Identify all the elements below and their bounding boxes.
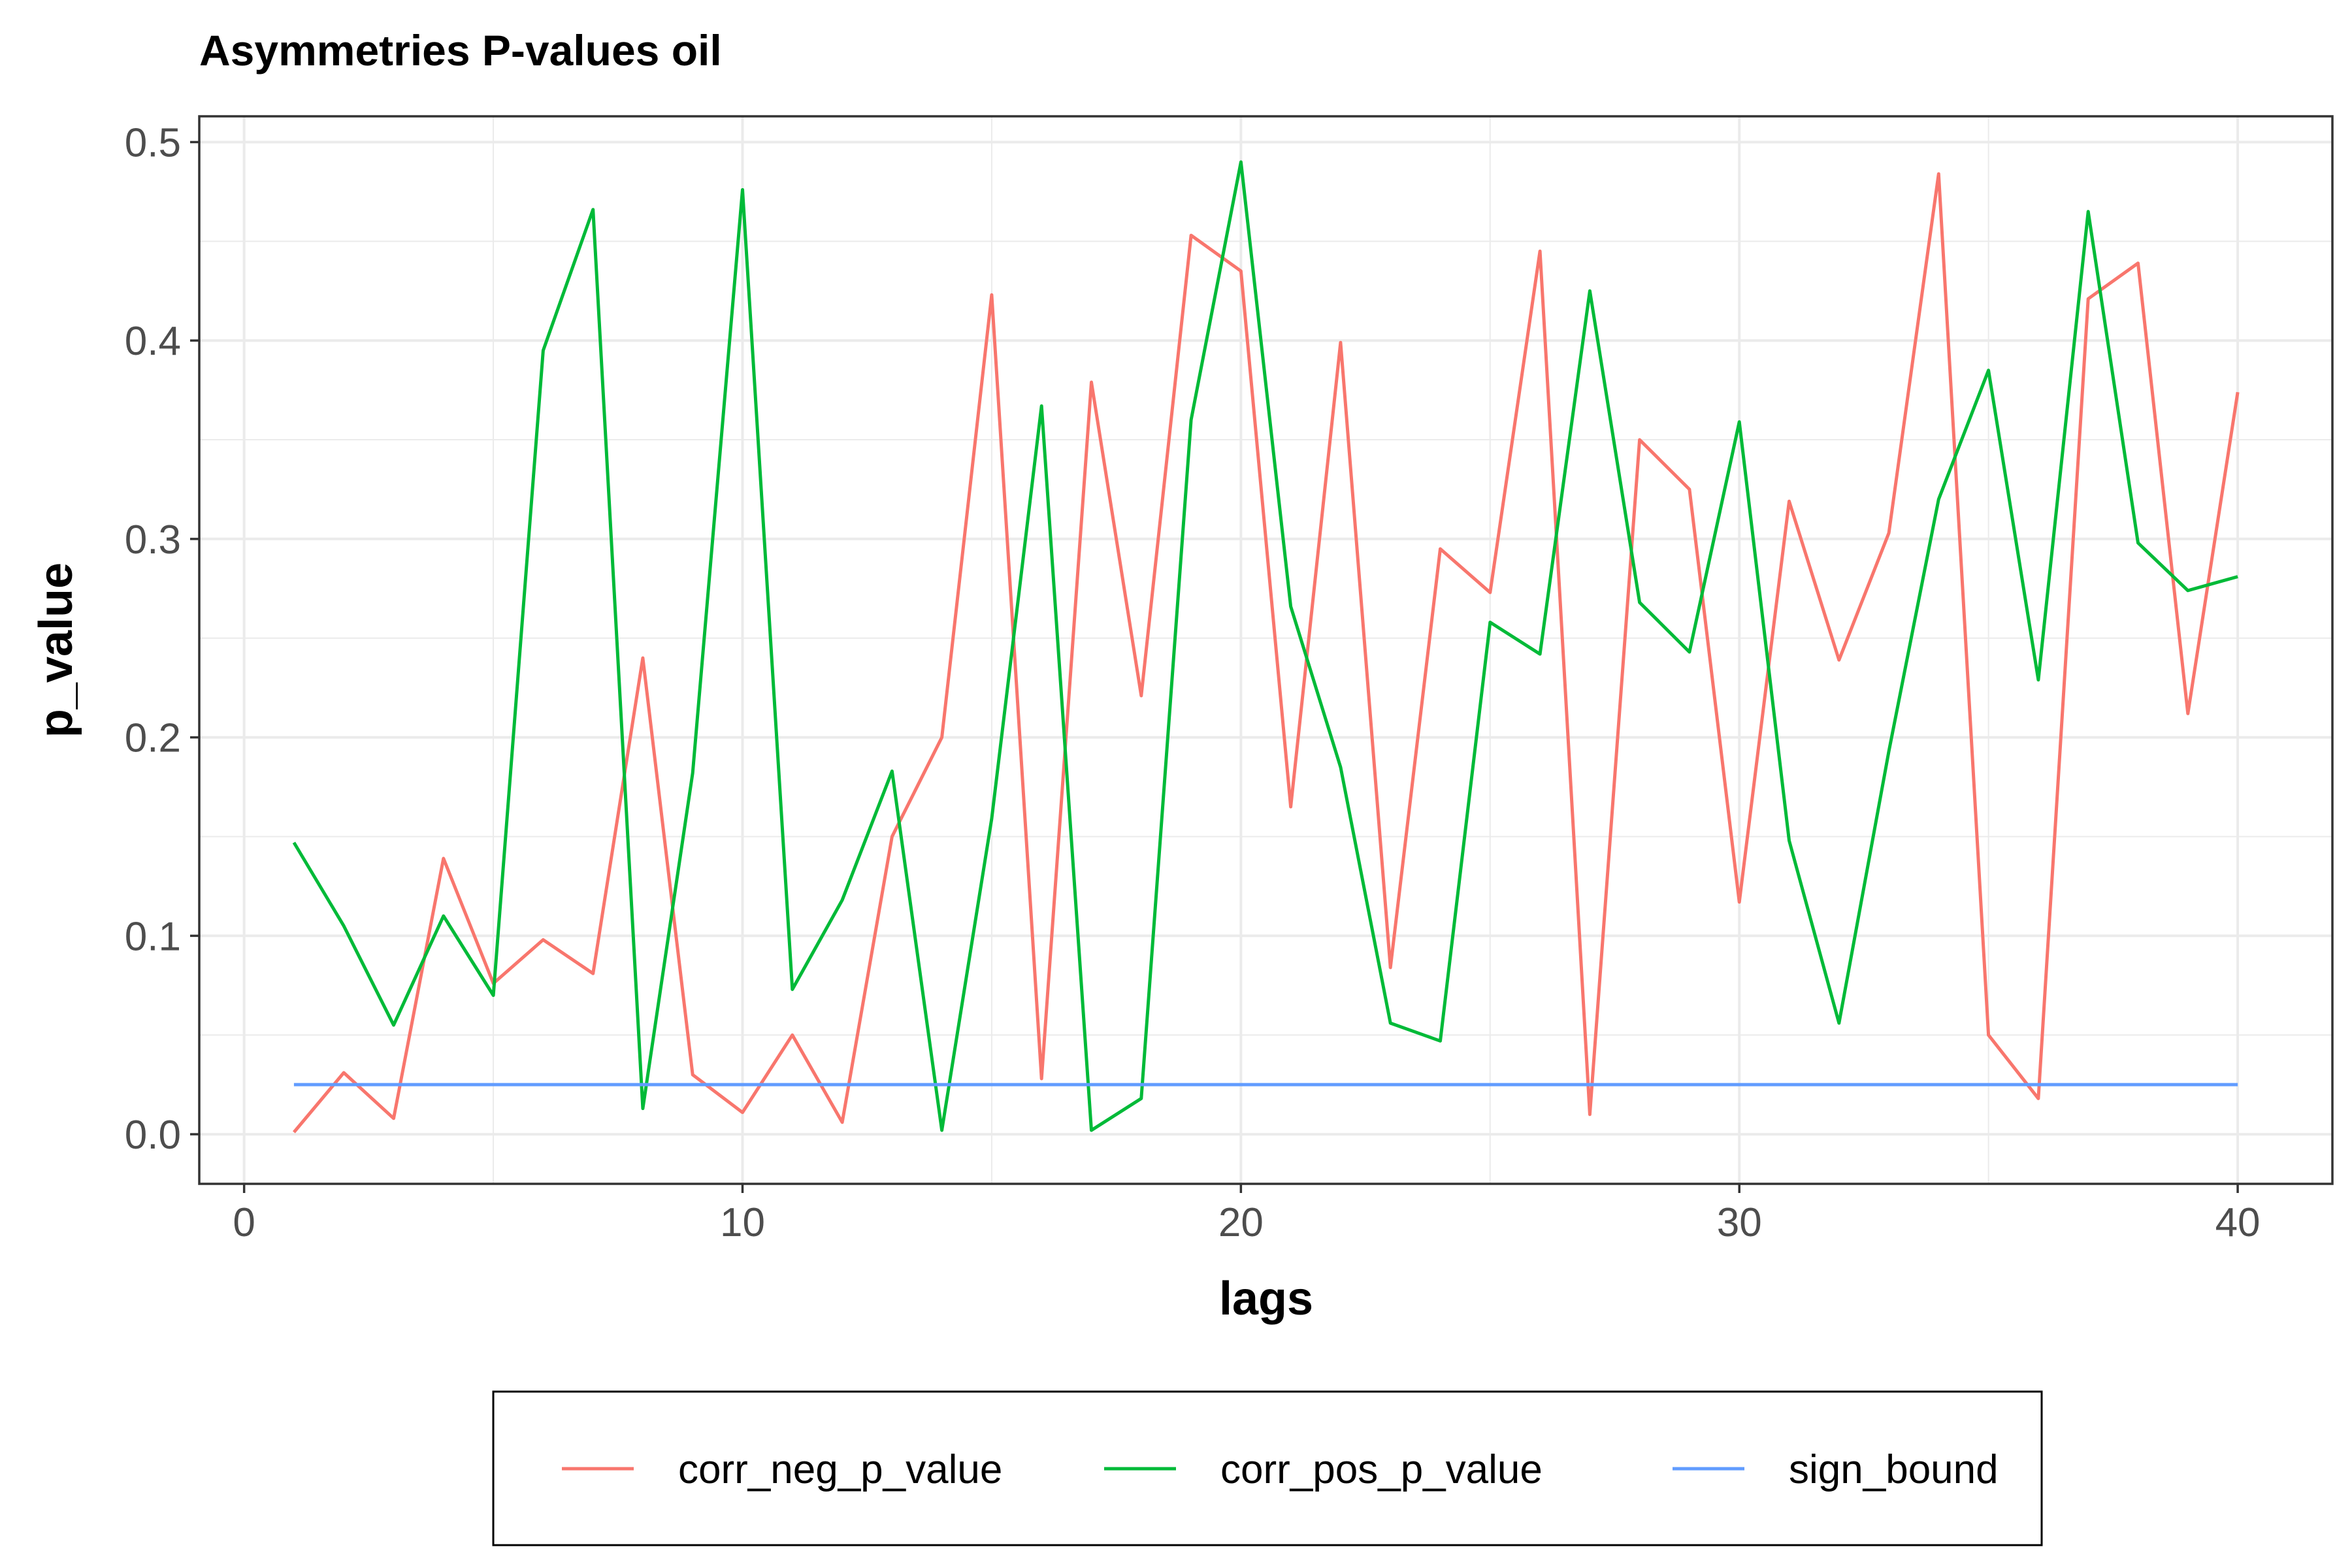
series-line-corr_neg_p_value	[292, 172, 2240, 1134]
series-layer	[292, 160, 2240, 1134]
x-tick-label: 20	[1218, 1200, 1264, 1245]
y-tick-label: 0.2	[125, 716, 181, 761]
legend-items: corr_neg_p_value corr_pos_p_value sign_bou…	[562, 1447, 1999, 1492]
grid-minor	[199, 116, 2332, 1184]
legend-label-corr_pos_p_value: corr_pos_p_value	[1220, 1447, 1543, 1492]
x-tick-label: 30	[1717, 1200, 1762, 1245]
chart-title: Asymmetries P-values oil	[199, 26, 722, 74]
x-tick-label: 40	[2215, 1200, 2261, 1245]
y-tick-label: 0.1	[125, 914, 181, 959]
y-tick-label: 0.0	[125, 1113, 181, 1158]
legend-label-corr_neg_p_value: corr_neg_p_value	[678, 1447, 1002, 1492]
y-tick-label: 0.4	[125, 319, 181, 364]
y-tick-label: 0.5	[125, 120, 181, 165]
legend-box	[492, 1390, 2043, 1546]
y-axis: 0.0 0.1 0.2 0.3 0.4 0.5	[125, 120, 199, 1158]
series-line-corr_pos_p_value	[292, 160, 2238, 1132]
x-tick-label: 10	[720, 1200, 765, 1245]
legend: corr_neg_p_value corr_pos_p_value sign_bou…	[492, 1390, 2043, 1546]
y-axis-title: p_value	[30, 563, 82, 738]
x-axis-title: lags	[1219, 1273, 1313, 1325]
panel-border	[198, 115, 2334, 1185]
x-tick-label: 0	[233, 1200, 255, 1245]
y-tick-label: 0.3	[125, 517, 181, 563]
x-axis: 0 10 20 30 40	[233, 1184, 2261, 1245]
legend-label-sign_bound: sign_bound	[1789, 1447, 1999, 1492]
